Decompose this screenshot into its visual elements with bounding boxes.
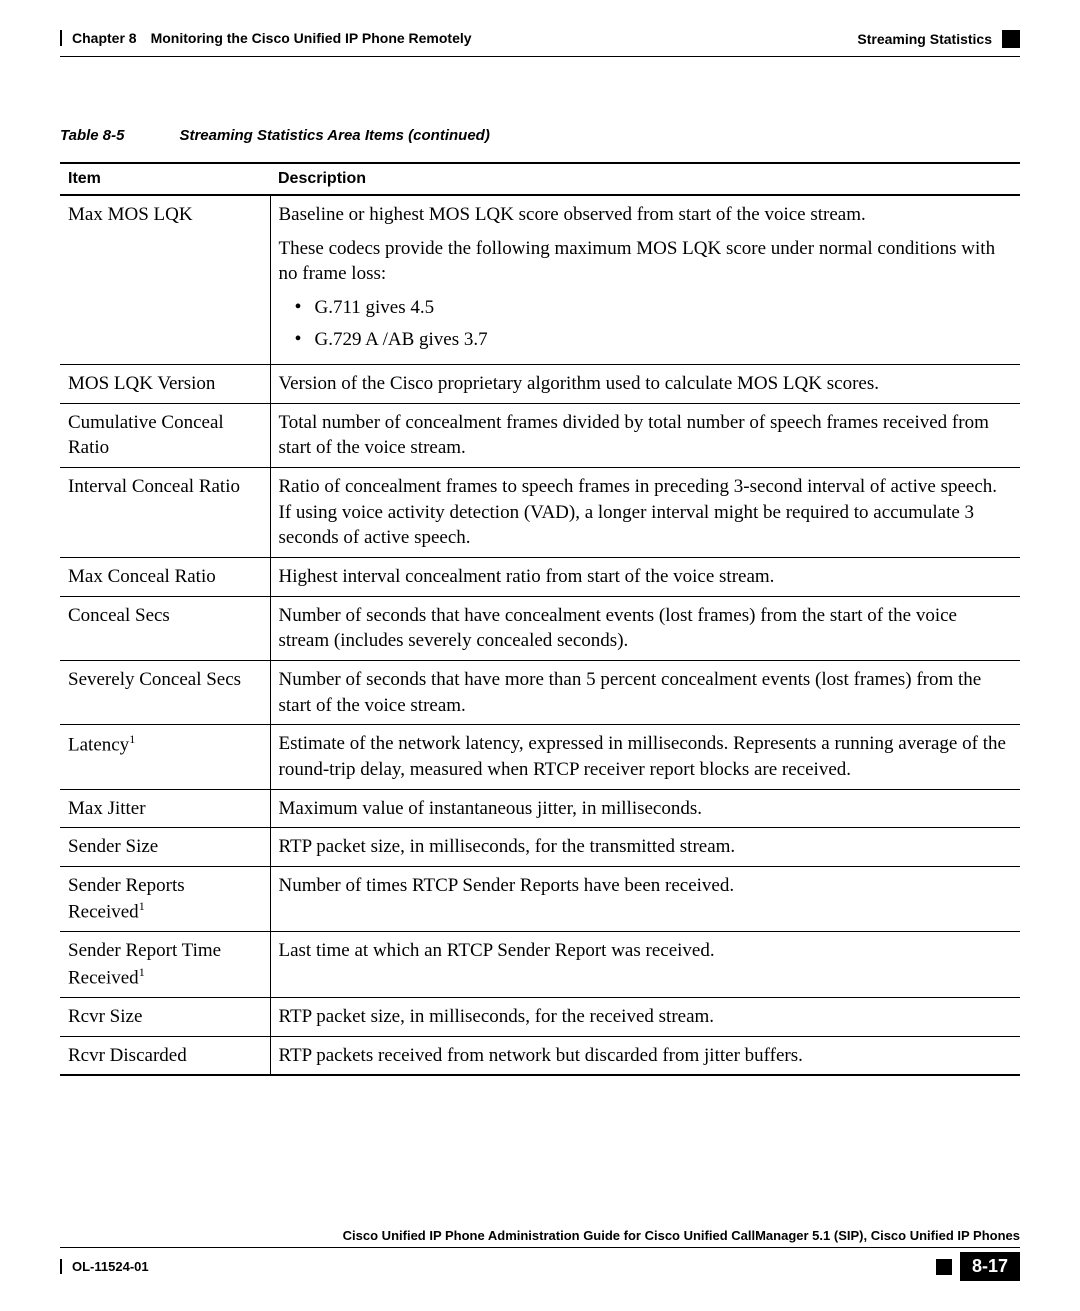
table-row: Sender Report Time Received1 Last time a… <box>60 932 1020 998</box>
item-cell: Interval Conceal Ratio <box>60 468 270 558</box>
description-cell: RTP packet size, in milliseconds, for th… <box>270 828 1020 867</box>
description-cell: Version of the Cisco proprietary algorit… <box>270 365 1020 404</box>
item-cell: Rcvr Size <box>60 998 270 1037</box>
table-row: MOS LQK Version Version of the Cisco pro… <box>60 365 1020 404</box>
description-cell: Estimate of the network latency, express… <box>270 725 1020 789</box>
header-rule <box>60 56 1020 57</box>
item-cell: Sender Size <box>60 828 270 867</box>
table-row: Severely Conceal Secs Number of seconds … <box>60 660 1020 724</box>
description-cell: Maximum value of instantaneous jitter, i… <box>270 789 1020 828</box>
item-cell: Latency1 <box>60 725 270 789</box>
table-title: Streaming Statistics Area Items (continu… <box>179 127 489 144</box>
header-right-block: Streaming Statistics <box>857 30 1020 48</box>
header-marker-icon <box>1002 30 1020 48</box>
desc-list: G.711 gives 4.5 G.729 A /AB gives 3.7 <box>279 295 1013 352</box>
table-row: Latency1 Estimate of the network latency… <box>60 725 1020 789</box>
footnote-ref: 1 <box>139 965 145 979</box>
description-cell: Number of times RTCP Sender Reports have… <box>270 866 1020 932</box>
item-text: Sender Reports Received <box>68 875 185 923</box>
item-text: Latency <box>68 735 129 756</box>
item-cell: Max MOS LQK <box>60 195 270 365</box>
item-cell: Sender Reports Received1 <box>60 866 270 932</box>
description-cell: Total number of concealment frames divid… <box>270 403 1020 467</box>
header-chapter: Chapter 8 Monitoring the Cisco Unified I… <box>60 30 472 46</box>
description-cell: Highest interval concealment ratio from … <box>270 558 1020 597</box>
col-description: Description <box>270 163 1020 195</box>
item-cell: Max Conceal Ratio <box>60 558 270 597</box>
item-cell: Sender Report Time Received1 <box>60 932 270 998</box>
footnote-ref: 1 <box>139 899 145 913</box>
description-cell: Number of seconds that have more than 5 … <box>270 660 1020 724</box>
footer-doc-id: OL-11524-01 <box>60 1259 149 1274</box>
desc-para: These codecs provide the following maxim… <box>279 236 1013 287</box>
desc-para: Baseline or highest MOS LQK score observ… <box>279 202 1013 228</box>
footer-marker-icon <box>936 1259 952 1275</box>
col-item: Item <box>60 163 270 195</box>
item-cell: Conceal Secs <box>60 596 270 660</box>
footnote-ref: 1 <box>129 732 135 746</box>
description-cell: RTP packets received from network but di… <box>270 1036 1020 1075</box>
list-item: G.729 A /AB gives 3.7 <box>295 327 1013 353</box>
item-cell: MOS LQK Version <box>60 365 270 404</box>
page-number-badge: 8-17 <box>960 1252 1020 1281</box>
footer-row: OL-11524-01 8-17 <box>60 1252 1020 1281</box>
item-cell: Severely Conceal Secs <box>60 660 270 724</box>
table-row: Conceal Secs Number of seconds that have… <box>60 596 1020 660</box>
description-cell: RTP packet size, in milliseconds, for th… <box>270 998 1020 1037</box>
table-row: Interval Conceal Ratio Ratio of concealm… <box>60 468 1020 558</box>
table-row: Rcvr Size RTP packet size, in millisecon… <box>60 998 1020 1037</box>
table-number: Table 8-5 <box>60 127 124 144</box>
item-cell: Rcvr Discarded <box>60 1036 270 1075</box>
table-caption: Table 8-5 Streaming Statistics Area Items… <box>60 127 1020 144</box>
footer-page-group: 8-17 <box>936 1252 1020 1281</box>
description-cell: Last time at which an RTCP Sender Report… <box>270 932 1020 998</box>
page-header: Chapter 8 Monitoring the Cisco Unified I… <box>60 30 1020 48</box>
page-footer: Cisco Unified IP Phone Administration Gu… <box>60 1228 1020 1281</box>
item-cell: Max Jitter <box>60 789 270 828</box>
table-row: Rcvr Discarded RTP packets received from… <box>60 1036 1020 1075</box>
description-cell: Number of seconds that have concealment … <box>270 596 1020 660</box>
footer-doc-title: Cisco Unified IP Phone Administration Gu… <box>60 1228 1020 1248</box>
table-row: Sender Size RTP packet size, in millisec… <box>60 828 1020 867</box>
header-section: Streaming Statistics <box>857 31 992 47</box>
description-cell: Baseline or highest MOS LQK score observ… <box>270 195 1020 365</box>
table-header-row: Item Description <box>60 163 1020 195</box>
table-row: Max MOS LQK Baseline or highest MOS LQK … <box>60 195 1020 365</box>
table-row: Sender Reports Received1 Number of times… <box>60 866 1020 932</box>
table-row: Cumulative Conceal Ratio Total number of… <box>60 403 1020 467</box>
description-cell: Ratio of concealment frames to speech fr… <box>270 468 1020 558</box>
table-row: Max Conceal Ratio Highest interval conce… <box>60 558 1020 597</box>
list-item: G.711 gives 4.5 <box>295 295 1013 321</box>
statistics-table: Item Description Max MOS LQK Baseline or… <box>60 162 1020 1076</box>
table-row: Max Jitter Maximum value of instantaneou… <box>60 789 1020 828</box>
item-cell: Cumulative Conceal Ratio <box>60 403 270 467</box>
